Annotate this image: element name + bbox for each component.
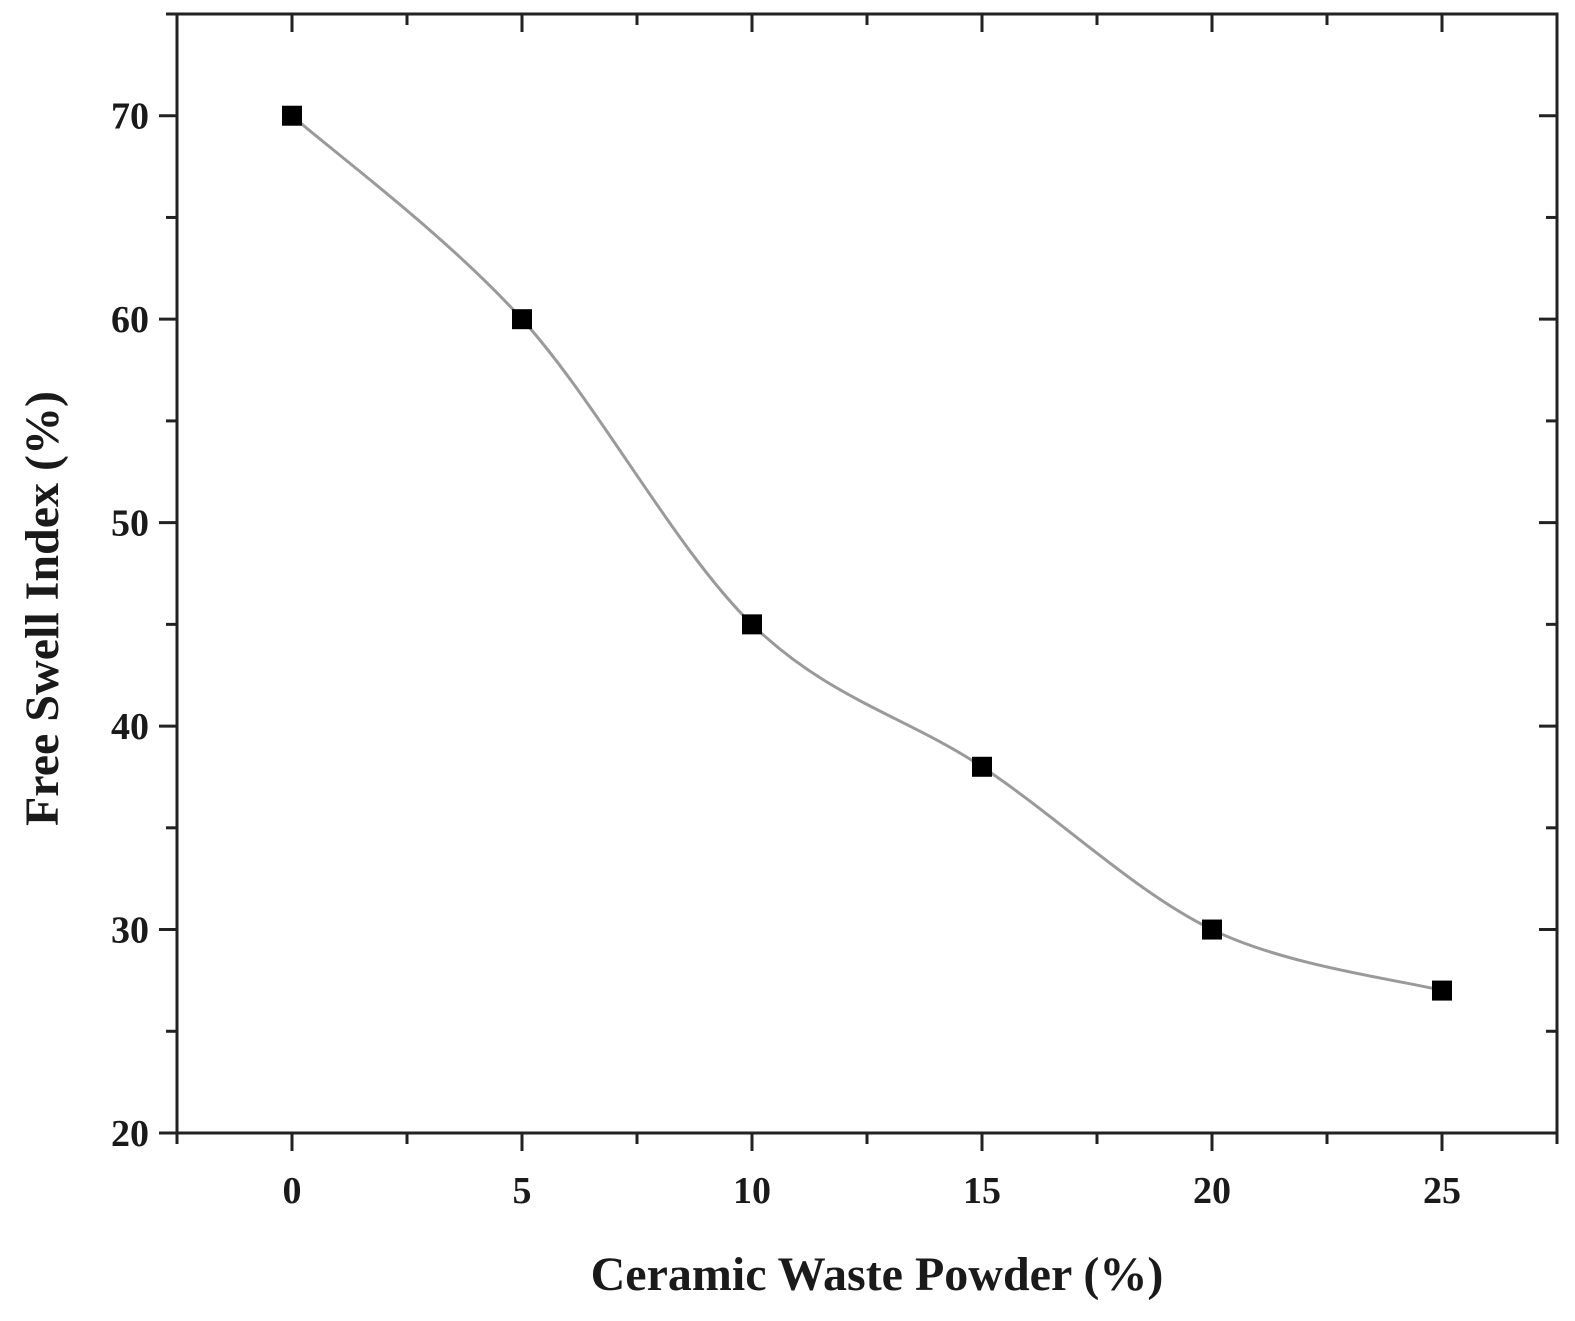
tick-labels-group: 0 5 10 15 20 25 20 30 40 50 60 70 bbox=[111, 96, 1461, 1212]
plot-frame bbox=[175, 12, 1559, 1135]
x-tick-label: 20 bbox=[1193, 1170, 1231, 1212]
y-axis-title: Free Swell Index (%) bbox=[16, 391, 69, 826]
ticks-group bbox=[159, 12, 1559, 1151]
data-point bbox=[282, 105, 302, 126]
data-point bbox=[742, 614, 762, 635]
fit-curve bbox=[291, 114, 1443, 993]
y-tick-label: 40 bbox=[111, 706, 149, 748]
data-point bbox=[972, 756, 992, 777]
y-tick-label: 20 bbox=[111, 1113, 149, 1155]
y-tick-label: 50 bbox=[111, 503, 149, 545]
data-point bbox=[1432, 980, 1452, 1001]
y-tick-label: 30 bbox=[111, 910, 149, 952]
x-tick-label: 5 bbox=[513, 1170, 532, 1212]
x-tick-label: 10 bbox=[733, 1170, 771, 1212]
fit-curve-group bbox=[291, 114, 1443, 993]
data-point bbox=[512, 309, 532, 330]
x-axis-title: Ceramic Waste Powder (%) bbox=[591, 1248, 1164, 1301]
x-tick-label: 25 bbox=[1423, 1170, 1461, 1212]
data-points-group bbox=[282, 105, 1452, 1001]
data-point bbox=[1202, 919, 1222, 940]
y-tick-label: 60 bbox=[111, 299, 149, 341]
x-tick-label: 0 bbox=[283, 1170, 302, 1212]
x-tick-label: 15 bbox=[963, 1170, 1001, 1212]
plot-frame-group bbox=[175, 12, 1559, 1135]
y-tick-label: 70 bbox=[111, 96, 149, 138]
